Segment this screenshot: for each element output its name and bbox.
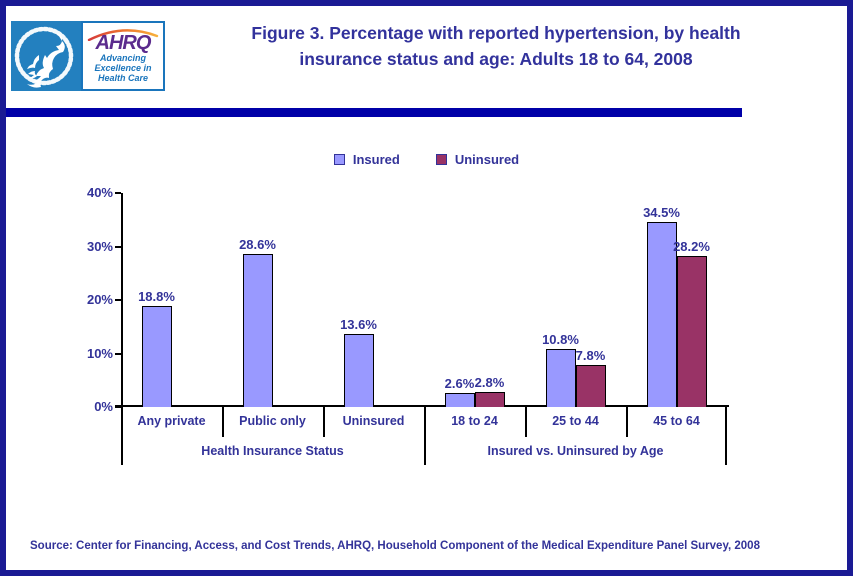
- x-category-public-only: Public only: [239, 414, 306, 428]
- legend-swatch-uninsured: [435, 154, 447, 165]
- x-separator-3: [424, 407, 426, 465]
- figure-title-line2: insurance status and age: Adults 18 to 6…: [299, 49, 693, 69]
- y-axis-line: [121, 193, 123, 407]
- tagline-line2: Excellence in: [94, 63, 152, 73]
- x-group-health-insurance-status: Health Insurance Status: [201, 444, 344, 458]
- bar-value-insured-45-to-64: 34.5%: [643, 205, 680, 221]
- bar-insured-25-to-44: [545, 349, 576, 407]
- y-tick-mark-10: [115, 352, 121, 355]
- plot-area: 18.8% 28.6% 13.6% 2.6% 10.8% 34.5% 2.8% 7.8% 28.…: [115, 193, 729, 407]
- bar-value-uninsured-25-to-44: 7.8%: [575, 348, 606, 364]
- bar-value-insured-25-to-44: 10.8%: [542, 332, 579, 348]
- y-tick-label-30: 30%: [86, 238, 113, 254]
- legend-label-insured: Insured: [352, 152, 400, 167]
- x-axis-line: [115, 405, 729, 407]
- bar-insured-public-only: [242, 254, 273, 407]
- bar-insured-18-to-24: [444, 393, 475, 407]
- y-tick-mark-40: [115, 192, 121, 194]
- bar-uninsured-45-to-64: [676, 256, 707, 407]
- tagline-line3: Health Care: [97, 73, 149, 83]
- x-category-25-to-44: 25 to 44: [552, 414, 599, 428]
- x-category-uninsured: Uninsured: [342, 414, 405, 428]
- tagline-line1: Advancing: [99, 53, 146, 63]
- bar-value-insured-any-private: 18.8%: [138, 289, 175, 305]
- bar-value-uninsured-45-to-64: 28.2%: [673, 239, 710, 255]
- x-separator-2: [323, 407, 325, 437]
- ahrq-logo: AHRQ Advancing Excellence in Health Care: [81, 21, 165, 91]
- bar-insured-uninsured: [343, 334, 374, 407]
- legend-item-insured: Insured: [333, 152, 400, 167]
- y-tick-label-40: 40%: [86, 185, 113, 200]
- x-separator-4: [525, 407, 527, 437]
- bar-value-uninsured-18-to-24: 2.8%: [474, 375, 505, 391]
- hhs-eagle-icon: [11, 21, 81, 91]
- x-separator-6: [725, 407, 727, 465]
- chart-legend: Insured Uninsured: [6, 152, 847, 167]
- legend-swatch-insured: [333, 154, 345, 165]
- y-tick-label-20: 20%: [86, 292, 113, 307]
- bar-uninsured-18-to-24: [474, 392, 505, 407]
- ahrq-tagline: Advancing Excellence in Health Care: [83, 53, 163, 83]
- x-category-18-to-24: 18 to 24: [451, 414, 498, 428]
- y-tick-mark-0: [115, 406, 121, 408]
- x-group-insured-vs-uninsured-by-age: Insured vs. Uninsured by Age: [487, 444, 664, 458]
- header-rule: [6, 108, 742, 117]
- ahrq-wordmark: AHRQ: [95, 32, 152, 54]
- bar-insured-45-to-64: [646, 222, 677, 407]
- x-separator-1: [222, 407, 224, 437]
- figure-title: Figure 3. Percentage with reported hyper…: [176, 20, 816, 72]
- bar-value-insured-public-only: 28.6%: [239, 237, 276, 252]
- legend-label-uninsured: Uninsured: [454, 152, 520, 167]
- bar-uninsured-25-to-44: [575, 365, 606, 407]
- y-tick-label-10: 10%: [86, 345, 113, 361]
- figure-title-line1: Figure 3. Percentage with reported hyper…: [251, 23, 741, 43]
- y-tick-mark-20: [115, 299, 121, 301]
- y-tick-mark-30: [115, 245, 121, 248]
- bar-value-insured-uninsured: 13.6%: [340, 317, 377, 333]
- x-category-any-private: Any private: [137, 414, 206, 428]
- ahrq-hhs-logo: AHRQ Advancing Excellence in Health Care: [11, 21, 165, 91]
- y-tick-label-0: 0%: [94, 399, 113, 414]
- x-separator-5: [626, 407, 628, 437]
- x-separator-0: [121, 407, 123, 465]
- x-category-45-to-64: 45 to 64: [653, 414, 700, 428]
- bar-value-insured-18-to-24: 2.6%: [444, 376, 475, 392]
- legend-item-uninsured: Uninsured: [435, 152, 520, 167]
- bar-insured-any-private: [141, 306, 172, 407]
- ahrq-arc-icon: [87, 29, 159, 41]
- source-note: Source: Center for Financing, Access, an…: [30, 540, 760, 552]
